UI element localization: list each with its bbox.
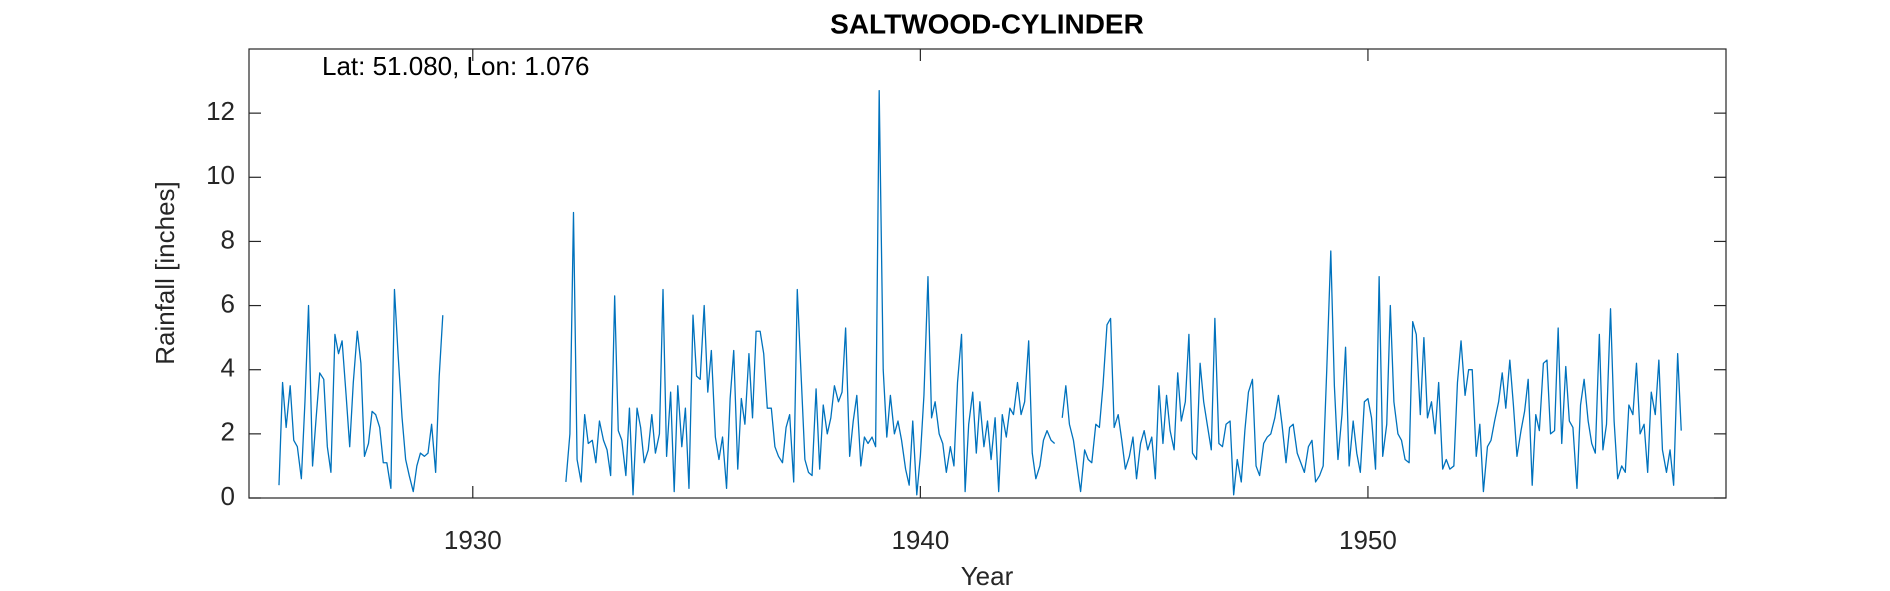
y-tick-label: 2 <box>221 417 235 447</box>
y-axis-label: Rainfall [inches] <box>150 181 180 365</box>
y-tick-label: 10 <box>206 160 235 190</box>
chart-title: SALTWOOD-CYLINDER <box>830 8 1144 39</box>
x-axis-label: Year <box>961 561 1014 591</box>
y-tick-label: 6 <box>221 288 235 318</box>
x-tick-label: 1940 <box>891 525 949 555</box>
axes-box <box>248 48 1727 499</box>
annotation: Lat: 51.080, Lon: 1.076 <box>322 51 589 81</box>
y-tick-label: 8 <box>221 224 235 254</box>
rainfall-line <box>278 90 1682 496</box>
y-tick-label: 0 <box>221 481 235 511</box>
x-tick-label: 1950 <box>1339 525 1397 555</box>
y-tick-label: 12 <box>206 96 235 126</box>
y-tick-label: 4 <box>221 353 235 383</box>
x-tick-label: 1930 <box>444 525 502 555</box>
